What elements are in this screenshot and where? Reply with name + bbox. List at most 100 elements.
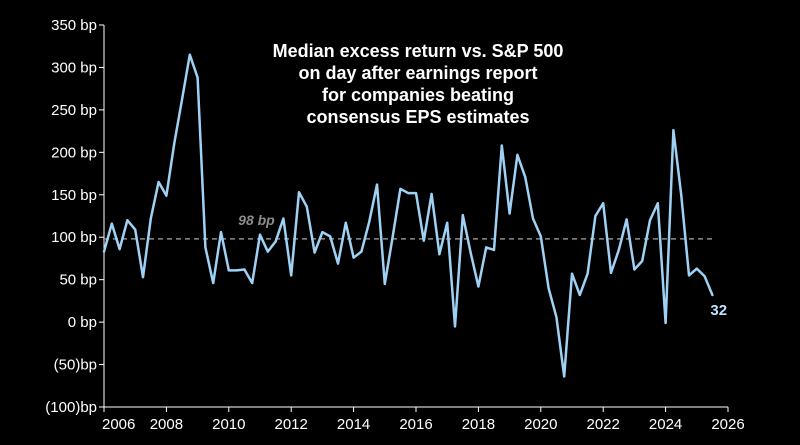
data-point (266, 250, 269, 253)
data-point (446, 221, 449, 224)
data-point (227, 269, 230, 272)
data-point (251, 281, 254, 285)
x-tick-label: 2026 (711, 416, 744, 433)
x-tick-label: 2018 (462, 416, 495, 433)
data-point (617, 248, 620, 252)
data-point (282, 217, 285, 220)
data-point (461, 214, 464, 217)
data-point (134, 228, 137, 231)
x-tick-label: 2006 (102, 416, 135, 433)
data-point (477, 285, 480, 288)
x-tick-label: 2024 (649, 416, 682, 433)
data-point (352, 256, 355, 259)
data-point (438, 253, 441, 256)
data-point (570, 272, 574, 275)
data-point (126, 219, 129, 222)
data-point (453, 325, 457, 328)
data-point (602, 202, 605, 205)
y-tick-label: 0 bp (68, 314, 97, 331)
y-tick-label: 300 bp (51, 59, 97, 76)
data-point (188, 53, 191, 56)
data-point (524, 175, 527, 179)
data-point (633, 268, 636, 271)
data-point (344, 221, 347, 224)
data-point (196, 76, 199, 79)
data-point (258, 233, 262, 236)
data-point (383, 282, 386, 286)
x-tick-label: 2022 (587, 416, 620, 433)
data-point (609, 271, 613, 274)
data-point (516, 153, 519, 156)
data-point (141, 276, 145, 279)
data-point (360, 250, 363, 253)
data-point (500, 144, 503, 147)
data-point (219, 231, 223, 234)
data-point (336, 262, 340, 265)
data-point (547, 287, 550, 290)
data-point (305, 205, 308, 208)
data-point (375, 183, 379, 186)
y-tick-label: 250 bp (51, 102, 97, 119)
data-point (594, 214, 597, 218)
data-point (290, 274, 293, 277)
data-point (102, 250, 106, 253)
data-point (469, 251, 472, 254)
data-point (235, 269, 238, 272)
data-point (578, 293, 581, 297)
reference-line-label: 98 bp (238, 212, 275, 228)
title-line-3: for companies beating (322, 85, 514, 105)
data-point (680, 193, 683, 196)
data-point (531, 217, 535, 220)
x-tick-label: 2020 (524, 416, 557, 433)
data-point (313, 251, 316, 254)
x-tick-label: 2010 (212, 416, 245, 433)
data-point (508, 212, 511, 215)
data-point (118, 248, 121, 251)
x-tick-label: 2012 (275, 416, 308, 433)
data-point (180, 98, 184, 101)
end-value-label: 32 (710, 302, 727, 319)
data-point (641, 259, 644, 263)
data-point (297, 191, 301, 194)
data-point (422, 239, 425, 242)
data-point (329, 235, 332, 238)
title-line-1: Median excess return vs. S&P 500 (273, 41, 564, 61)
data-point (243, 268, 246, 271)
data-point (414, 191, 418, 195)
data-point (492, 248, 496, 252)
data-point (321, 231, 324, 234)
data-point (656, 202, 659, 205)
data-point (149, 217, 152, 220)
data-point (555, 315, 558, 319)
y-tick-label: 350 bp (51, 17, 97, 34)
data-point (212, 281, 215, 285)
data-point (399, 187, 402, 190)
data-point (391, 236, 394, 239)
data-point (430, 192, 433, 196)
series-layer (102, 53, 714, 378)
data-point (625, 218, 628, 221)
data-point (204, 246, 207, 249)
y-axis: 350 bp 300 bp 250 bp 200 bp 150 bp 100 bp 50 b… (45, 17, 105, 416)
data-point (173, 142, 176, 145)
chart-title: Median excess return vs. S&P 500 on day … (273, 41, 564, 127)
x-axis: 2006 2008 2010 2012 2014 2016 2018 2020 2022 2024… (102, 406, 745, 433)
data-point (274, 240, 277, 243)
data-point (672, 129, 675, 132)
y-tick-label: 100 bp (51, 229, 97, 246)
data-point (407, 191, 410, 195)
data-point (664, 321, 667, 325)
data-point (165, 194, 168, 197)
x-tick-label: 2008 (150, 416, 183, 433)
x-tick-label: 2016 (399, 416, 432, 433)
y-tick-label: 50 bp (59, 272, 97, 289)
data-point (703, 275, 706, 278)
data-point (110, 222, 113, 225)
y-tick-label: (50)bp (54, 357, 97, 374)
data-point (539, 235, 542, 238)
data-point (157, 180, 160, 184)
data-point (563, 375, 566, 378)
y-tick-label: 200 bp (51, 144, 97, 161)
